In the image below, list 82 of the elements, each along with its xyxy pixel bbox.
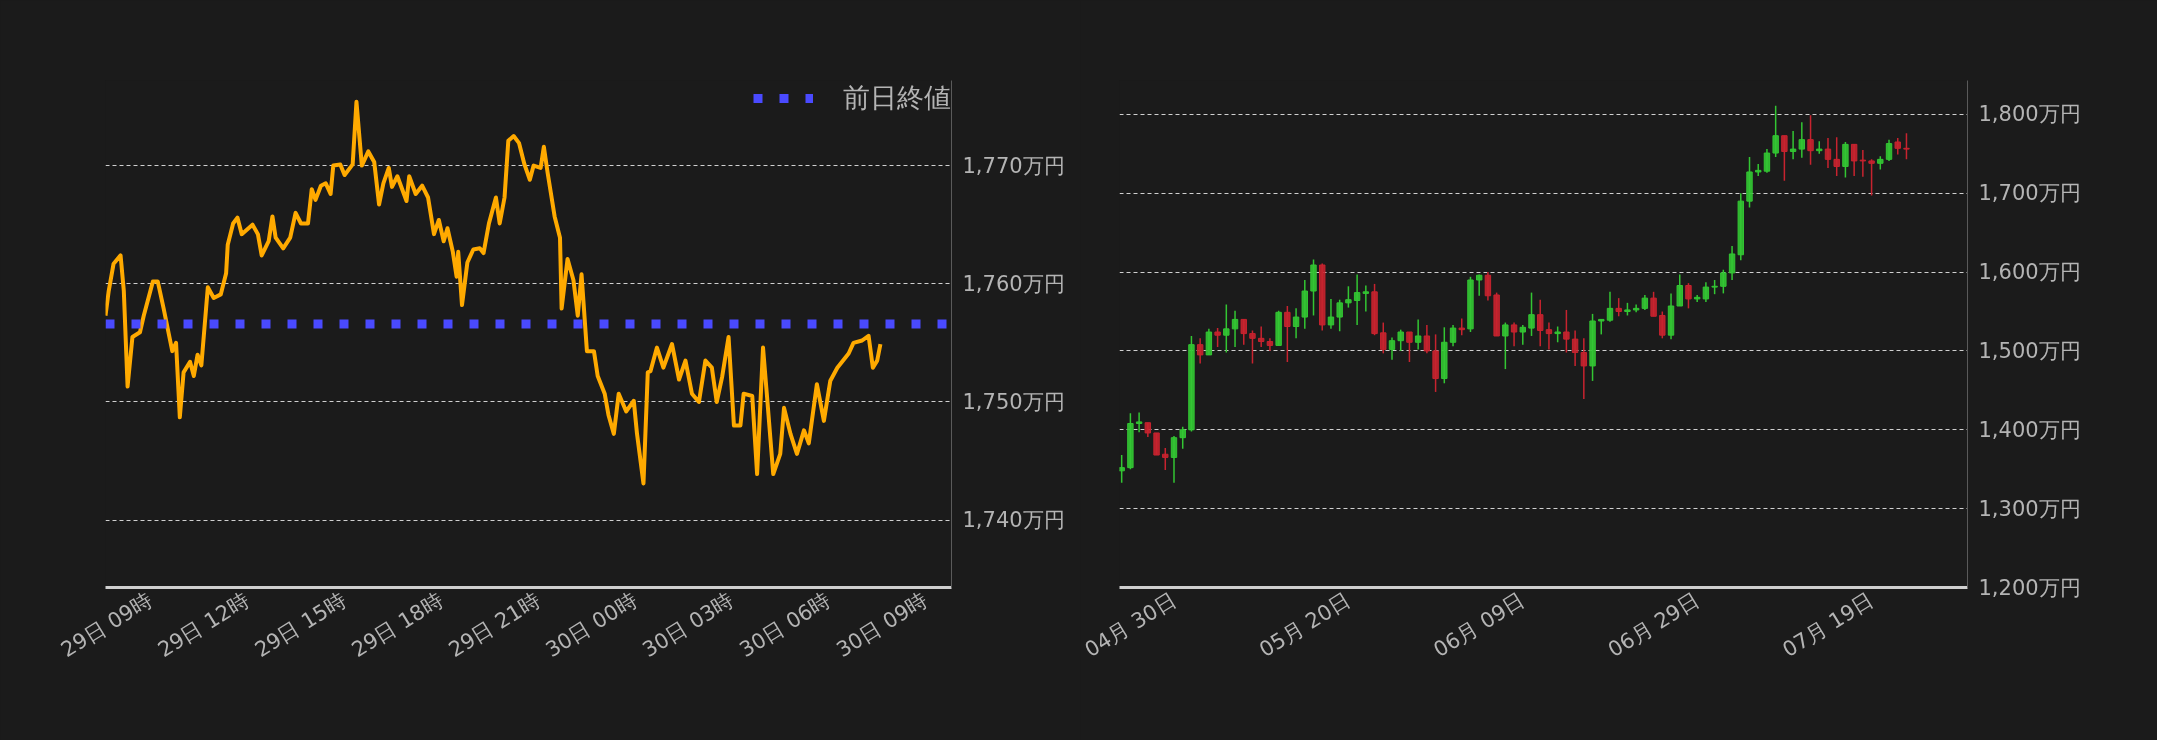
candlestick <box>1249 329 1256 365</box>
candlestick <box>1859 149 1867 178</box>
candlestick <box>1702 281 1710 303</box>
y-tick-label: 1,750万円 <box>962 389 1065 414</box>
candlestick <box>1772 104 1779 158</box>
candlestick <box>1475 273 1483 297</box>
candlestick <box>1214 327 1221 348</box>
candlestick <box>1231 309 1239 348</box>
candlestick <box>1153 432 1160 456</box>
candlestick <box>1798 121 1806 159</box>
x-tick-label: 06月 29日 <box>1603 588 1704 663</box>
candlestick <box>1720 268 1727 295</box>
candlestick <box>1388 336 1396 361</box>
candlestick <box>1833 136 1840 177</box>
x-tick-label: 05月 20日 <box>1255 588 1355 663</box>
candlestick <box>1170 435 1178 484</box>
y-tick-label: 1,300万円 <box>1978 496 2081 521</box>
y-tick-label: 1,600万円 <box>1978 260 2081 285</box>
candlestick <box>1868 158 1875 197</box>
candlestick <box>1650 291 1657 318</box>
candlestick <box>1903 132 1910 161</box>
x-tick-label: 04月 30日 <box>1080 588 1181 663</box>
candlestick <box>1179 425 1186 450</box>
candlestick <box>1659 310 1666 340</box>
y-tick-label: 1,400万円 <box>1978 417 2081 442</box>
candlestick <box>1685 282 1692 310</box>
candlestick <box>1484 271 1492 302</box>
candlestick <box>1458 317 1465 336</box>
candlestick <box>1284 305 1291 363</box>
candlestick <box>1519 324 1526 346</box>
candlestick <box>1502 321 1509 370</box>
x-tick-label: 06月 09日 <box>1429 588 1530 663</box>
candlestick <box>1615 297 1622 318</box>
candlestick <box>1676 273 1683 307</box>
candlestick <box>1537 298 1544 347</box>
candlestick <box>1336 298 1343 332</box>
candlestick <box>1728 245 1736 281</box>
candlestick <box>1327 298 1335 330</box>
candlestick <box>1781 134 1788 182</box>
candlestick <box>1545 321 1553 351</box>
candlestick <box>1414 318 1422 351</box>
candlestick <box>1196 337 1204 365</box>
x-tick-label: 07月 19日 <box>1778 588 1878 663</box>
candlestick <box>1406 331 1413 363</box>
y-tick-label: 1,800万円 <box>1978 102 2081 127</box>
candlestick <box>1850 143 1858 177</box>
candlestick <box>1528 291 1535 337</box>
candlestick <box>1755 163 1762 177</box>
candlestick <box>1807 114 1814 166</box>
candlestick <box>1162 447 1169 471</box>
x-tick-label: 30日 09時 <box>832 588 932 663</box>
candlestick <box>1763 148 1771 174</box>
candlestick <box>1885 138 1893 162</box>
y-tick-label: 1,740万円 <box>962 508 1065 533</box>
candlestick <box>1223 303 1230 354</box>
candlestick <box>1257 325 1265 348</box>
y-tick-label: 1,770万円 <box>962 153 1065 178</box>
candlestick <box>1345 285 1352 309</box>
candlestick <box>1423 324 1431 355</box>
candlestick <box>1510 321 1518 347</box>
y-tick-label: 1,700万円 <box>1978 181 2081 206</box>
y-tick-label: 1,500万円 <box>1978 338 2081 363</box>
candlestick <box>1580 337 1588 400</box>
candlestick <box>1563 309 1570 354</box>
candlestick <box>1292 307 1300 340</box>
candlestick <box>1789 130 1797 161</box>
candlestick <box>1353 273 1361 326</box>
candlestick <box>1397 328 1404 352</box>
candlestick <box>1240 318 1247 346</box>
candlestick <box>1380 321 1387 355</box>
candlestick <box>1842 141 1849 179</box>
candlestick <box>1606 291 1614 323</box>
candlestick <box>1119 454 1125 484</box>
y-tick-label: 1,760万円 <box>962 271 1065 296</box>
legend-label: 前日終値 <box>843 81 951 115</box>
candlestick <box>1824 137 1832 169</box>
candlestick <box>1205 328 1213 356</box>
candlestick <box>1362 284 1370 313</box>
candlestick <box>1135 411 1143 433</box>
y-tick-label: 1,200万円 <box>1978 575 2081 600</box>
candlestick <box>1571 329 1579 367</box>
candlestick <box>1449 324 1457 347</box>
